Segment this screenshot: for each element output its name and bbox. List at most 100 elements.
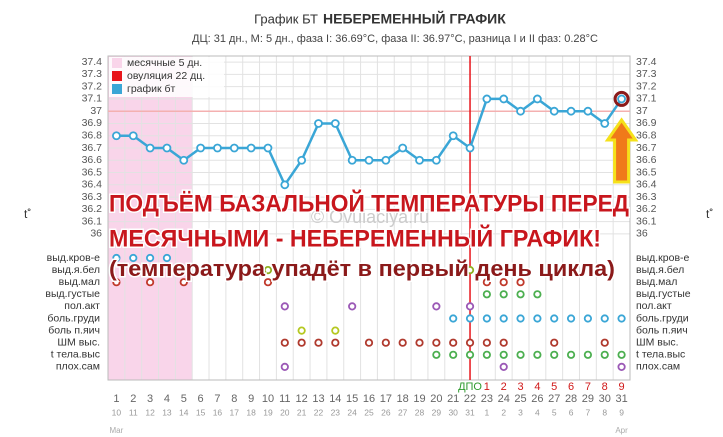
date-label: 29 [432,407,442,417]
point [263,143,273,153]
x-tick-label: 17 [380,393,392,405]
symptom-dot [263,278,273,287]
date-label: 9 [619,407,624,417]
x-tick-label: 24 [498,393,510,405]
point [112,131,121,141]
point [196,143,206,153]
date-label: 23 [331,407,341,417]
date-label: 26 [381,407,391,417]
date-label: 3 [518,407,523,417]
date-label: 4 [535,407,540,417]
y-tick-label: 36.3 [82,191,103,203]
y-tick-label: 36.6 [636,154,657,166]
symptom-dot [129,253,138,263]
x-tick-label: 1 [113,393,119,405]
y-tick-label: 36.4 [636,179,657,191]
y-tick-label: 37.2 [82,80,103,92]
annotation: МЕСЯЧНЫМИ - НЕБЕРЕМЕННЫЙ ГРАФИК! [109,224,601,252]
date-label: 17 [230,407,240,417]
symptom-dot [617,362,626,371]
symptom-dot [482,290,491,299]
dpo-label: 9 [619,381,625,393]
x-tick-label: 14 [329,393,341,405]
y-tick-label: 36.7 [82,142,103,154]
symptom-dot [314,338,323,347]
date-label: 21 [297,407,307,417]
y-tick-label: 36.7 [636,142,657,154]
x-tick-label: 18 [397,393,409,405]
y-tick-label: 36.4 [82,179,103,191]
y-tick-label: 37.3 [82,68,103,80]
date-label: 19 [263,407,273,417]
y-tick-label: 37.4 [82,56,103,68]
x-tick-label: 5 [181,393,187,405]
symptom-label: боль.груди [636,312,689,324]
y-tick-label: 36.6 [82,154,103,166]
symptom-label: выд.кров-е [636,252,690,264]
symptom-dot [566,314,576,323]
x-tick-label: 26 [531,393,543,405]
symptom-dot [600,350,609,359]
symptom-dot [482,350,491,359]
point [381,155,391,165]
x-tick-label: 11 [279,393,290,405]
point [128,131,138,141]
x-tick-label: 21 [447,393,459,405]
dpo-label: 7 [585,381,591,393]
date-label: 25 [364,407,374,417]
annotation: (температура упадёт в первый день цикла) [109,256,615,281]
symptom-dot [482,278,491,287]
axis-label: t˚ [24,207,31,221]
date-label: 31 [465,407,475,417]
symptom-dot [583,350,593,359]
symptom-dot [348,302,357,311]
x-tick-label: 10 [262,393,274,405]
point [600,119,610,128]
symptom-dot [617,314,626,323]
point [431,155,441,165]
symptom-dot [516,350,525,359]
x-tick-label: 2 [130,393,136,405]
y-tick-label: 36.9 [82,117,103,129]
point [499,94,509,104]
y-tick-label: 37.2 [636,80,657,92]
symptom-dot [516,290,525,299]
point [347,155,357,165]
point [179,155,189,165]
x-tick-label: 27 [548,393,560,405]
date-label: 24 [347,407,357,417]
x-tick-label: 25 [514,393,526,405]
x-tick-label: 22 [464,393,476,405]
x-tick-label: 29 [582,393,594,405]
symptom-label: боль.груди [47,312,100,324]
x-tick-label: 19 [413,393,425,405]
symptom-label: боль п.яич [636,324,688,336]
date-label: 1 [485,407,490,417]
symptom-dot [600,314,609,323]
symptom-dot [533,314,542,323]
symptom-dot [162,253,172,263]
legend-swatch [112,84,122,94]
annotation: ПОДЪЁМ БАЗАЛЬНОЙ ТЕМПЕРАТУРЫ ПЕРЕД [109,189,629,217]
x-tick-label: 8 [231,393,237,405]
date-label: 7 [586,407,591,417]
date-label: 5 [552,407,557,417]
symptom-dot [600,338,609,347]
symptom-label: выд.густые [636,288,691,300]
symptom-label: выд.я.бел [636,264,684,276]
y-tick-label: 36.5 [82,166,103,178]
symptom-dot [499,314,508,323]
point [532,94,542,104]
point [229,143,239,153]
x-tick-label: 23 [481,393,493,405]
dpo-label: 5 [551,381,557,393]
symptom-dot [398,338,407,347]
date-label: 12 [145,407,155,417]
y-tick-label: 36 [90,228,102,240]
chart-title: НЕБЕРЕМЕННЫЙ ГРАФИК [323,10,506,27]
symptom-dot [482,314,491,323]
symptom-dot [415,338,424,347]
legend-swatch [112,58,122,68]
symptom-dot [550,350,559,359]
y-tick-label: 36 [636,228,648,240]
